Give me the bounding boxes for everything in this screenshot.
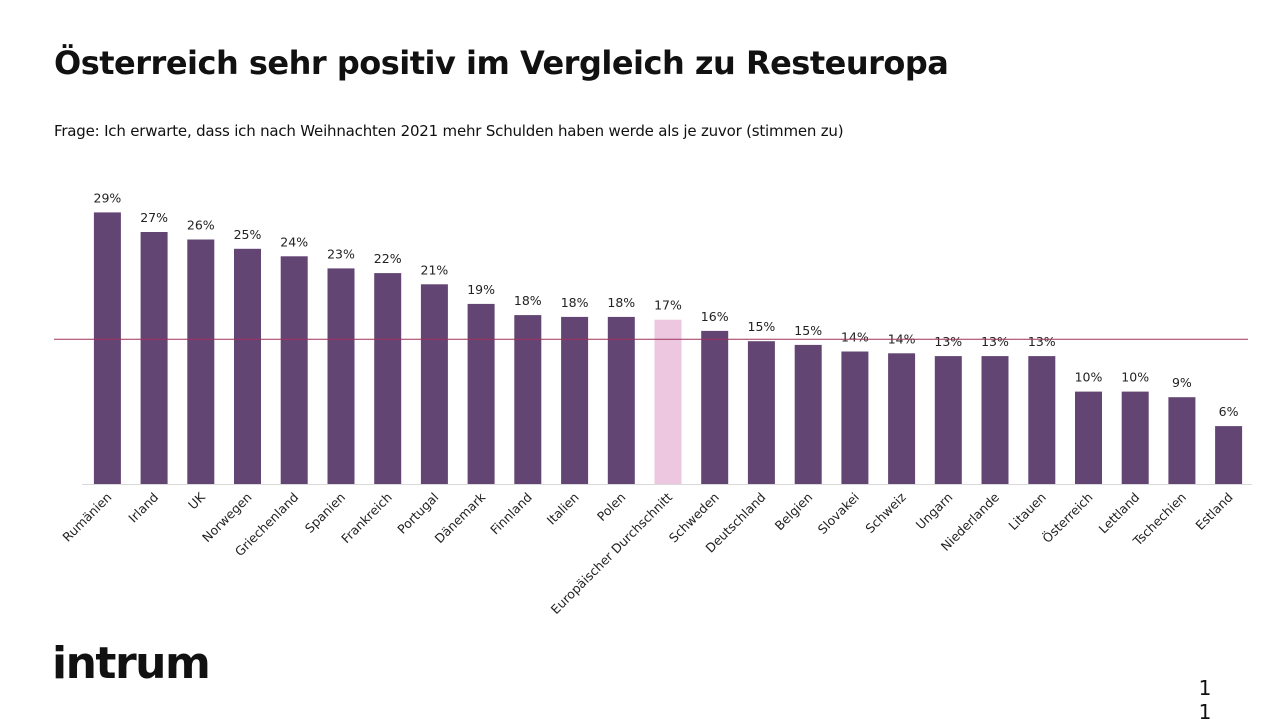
tick-label-9: Finnland — [487, 490, 535, 538]
data-label-22: 10% — [1121, 370, 1149, 385]
bar-24 — [1215, 426, 1243, 484]
bar-chart: 29%Rumänien27%Irland26%UK25%Norwegen24%G… — [54, 190, 1252, 617]
data-label-16: 14% — [841, 330, 869, 345]
page-title: Österreich sehr positiv im Vergleich zu … — [54, 44, 949, 82]
data-label-15: 15% — [794, 323, 822, 338]
page-number: 11 — [1198, 676, 1212, 724]
data-label-13: 16% — [701, 309, 729, 324]
bar-19 — [981, 356, 1009, 484]
tick-label-8: Dänemark — [432, 489, 489, 546]
bar-13 — [701, 330, 729, 484]
data-label-0: 29% — [94, 190, 122, 205]
bar-12 — [654, 319, 682, 484]
tick-label-20: Litauen — [1005, 490, 1049, 534]
tick-label-15: Belgien — [772, 490, 816, 534]
bar-8 — [467, 303, 495, 484]
tick-label-1: Irland — [125, 490, 161, 526]
bar-18 — [934, 356, 962, 484]
data-label-6: 22% — [374, 251, 402, 266]
bar-16 — [841, 351, 869, 484]
data-label-14: 15% — [748, 319, 776, 334]
data-label-11: 18% — [607, 295, 635, 310]
tick-label-17: Schweiz — [862, 489, 909, 536]
data-label-3: 25% — [234, 227, 262, 242]
bar-21 — [1075, 391, 1102, 484]
bar-5 — [327, 268, 355, 484]
data-label-1: 27% — [140, 210, 168, 225]
tick-label-0: Rumänien — [59, 490, 114, 545]
bar-10 — [561, 316, 589, 484]
chart-subtitle: Frage: Ich erwarte, dass ich nach Weihna… — [54, 122, 844, 140]
tick-label-5: Spanien — [302, 490, 348, 536]
data-label-5: 23% — [327, 246, 355, 261]
data-label-24: 6% — [1219, 404, 1239, 419]
bar-0 — [93, 212, 121, 484]
data-label-8: 19% — [467, 282, 495, 297]
bar-23 — [1168, 397, 1196, 484]
data-label-7: 21% — [421, 262, 449, 277]
bar-17 — [888, 353, 916, 484]
data-label-19: 13% — [981, 334, 1009, 349]
tick-label-21: Österreich — [1039, 489, 1096, 546]
tick-label-10: Italien — [544, 490, 582, 528]
tick-label-6: Frankreich — [338, 490, 395, 547]
tick-label-7: Portugal — [394, 490, 441, 537]
bar-22 — [1121, 391, 1149, 484]
bar-15 — [794, 344, 822, 484]
tick-label-22: Lettland — [1095, 490, 1142, 537]
tick-label-2: UK — [185, 489, 208, 512]
bar-14 — [747, 341, 775, 484]
data-label-9: 18% — [514, 293, 542, 308]
bar-11 — [607, 316, 635, 484]
data-label-20: 13% — [1028, 334, 1056, 349]
bar-2 — [187, 239, 215, 484]
data-label-23: 9% — [1172, 375, 1192, 390]
bar-7 — [420, 284, 448, 484]
data-label-10: 18% — [561, 295, 589, 310]
tick-label-18: Ungarn — [913, 490, 956, 533]
intrum-logo: intrum — [52, 638, 211, 689]
data-label-21: 10% — [1075, 370, 1103, 385]
tick-label-16: Slovakei — [815, 490, 862, 537]
tick-label-24: Estland — [1192, 490, 1235, 533]
bar-9 — [514, 315, 542, 484]
data-label-4: 24% — [280, 234, 308, 249]
bar-1 — [140, 232, 168, 484]
bar-3 — [234, 248, 261, 484]
data-label-2: 26% — [187, 218, 215, 233]
bar-4 — [280, 256, 308, 484]
data-label-18: 13% — [934, 334, 962, 349]
tick-label-11: Polen — [594, 490, 629, 525]
bar-20 — [1028, 356, 1056, 484]
bar-6 — [374, 273, 402, 484]
data-label-12: 17% — [654, 298, 682, 313]
